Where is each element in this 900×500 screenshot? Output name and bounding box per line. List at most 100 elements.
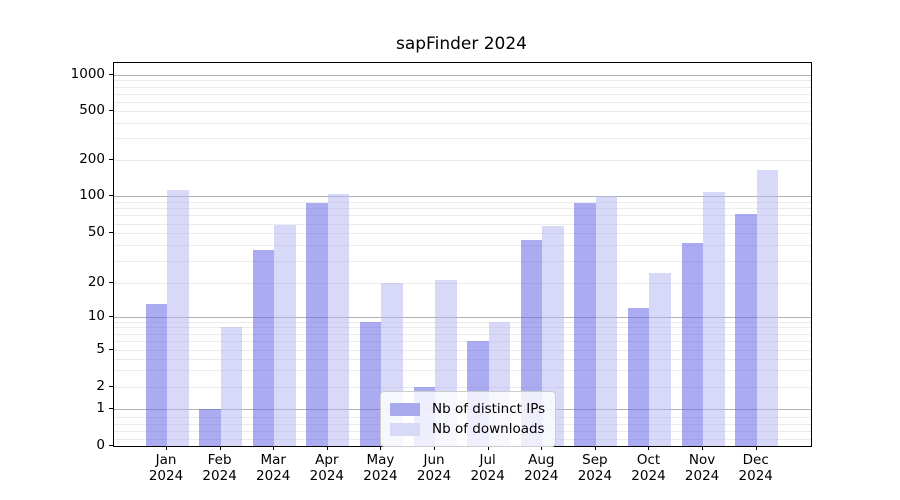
x-tick-mark — [434, 446, 436, 450]
bar-downloads-nov — [703, 191, 725, 446]
y-tick-label: 5 — [96, 341, 105, 357]
y-tick-mark — [109, 445, 114, 446]
x-tick-mark — [755, 446, 757, 450]
y-minor-gridline — [114, 358, 811, 360]
x-tick-mark — [702, 446, 704, 450]
x-tick-label-nov: Nov 2024 — [684, 452, 720, 484]
y-major-gridline — [114, 316, 811, 318]
x-tick-label-feb: Feb 2024 — [202, 452, 237, 484]
x-tick-mark — [219, 446, 221, 450]
x-tick-mark — [380, 446, 382, 450]
y-tick-mark — [109, 232, 114, 234]
x-tick-mark — [594, 446, 596, 450]
y-minor-gridline — [114, 215, 811, 217]
y-major-gridline — [114, 75, 811, 76]
y-tick-mark — [109, 281, 114, 283]
y-minor-gridline — [114, 223, 811, 225]
y-tick-label: 1000 — [70, 66, 105, 82]
x-tick-label-apr: Apr 2024 — [309, 452, 344, 484]
x-tick-label-mar: Mar 2024 — [256, 452, 291, 484]
y-tick-mark — [109, 385, 114, 387]
y-minor-gridline — [114, 160, 811, 161]
y-tick-mark — [109, 349, 114, 350]
legend-item-downloads: Nb of downloads — [390, 419, 545, 439]
y-tick-label: 500 — [79, 102, 105, 118]
bar-downloads-oct — [649, 272, 671, 446]
y-minor-gridline — [114, 260, 811, 262]
bar-distinct-ips-jan — [145, 303, 167, 446]
x-tick-label-sep: Sep 2024 — [577, 452, 613, 484]
y-minor-gridline — [114, 201, 811, 203]
y-minor-gridline — [114, 80, 811, 82]
y-minor-gridline — [114, 122, 811, 124]
y-tick-label: 100 — [79, 187, 105, 204]
x-tick-label-may: May 2024 — [363, 452, 398, 484]
bar-distinct-ips-sep — [574, 203, 596, 446]
legend-label-distinct-ips: Nb of distinct IPs — [432, 401, 546, 417]
y-tick-label: 10 — [87, 307, 105, 324]
y-tick-mark — [109, 110, 114, 111]
bar-downloads-feb — [220, 327, 243, 446]
y-major-gridline — [114, 196, 811, 198]
y-tick-label: 1 — [96, 400, 105, 417]
y-tick-mark — [109, 195, 114, 197]
x-tick-mark — [648, 446, 650, 450]
y-minor-gridline — [114, 350, 811, 351]
bar-distinct-ips-feb — [199, 409, 221, 446]
x-tick-mark — [487, 446, 489, 450]
y-minor-gridline — [114, 93, 811, 95]
x-tick-label-oct: Oct 2024 — [631, 452, 666, 484]
y-minor-gridline — [114, 386, 811, 388]
y-tick-mark — [109, 159, 114, 160]
y-minor-gridline — [114, 327, 811, 329]
y-minor-gridline — [114, 282, 811, 284]
y-minor-gridline — [114, 233, 811, 235]
y-minor-gridline — [114, 86, 811, 88]
bar-distinct-ips-dec — [735, 213, 757, 446]
x-tick-mark — [326, 446, 328, 450]
y-minor-gridline — [114, 208, 811, 210]
y-tick-label: 2 — [96, 377, 105, 394]
legend-swatch-distinct-ips — [390, 402, 420, 416]
plot-area — [113, 62, 812, 447]
x-tick-label-jul: Jul 2024 — [470, 452, 505, 484]
bar-downloads-jan — [167, 190, 189, 446]
legend-swatch-downloads — [390, 422, 420, 436]
bar-downloads-mar — [274, 225, 296, 446]
bar-distinct-ips-oct — [627, 307, 650, 446]
x-tick-label-jun: Jun 2024 — [416, 452, 452, 484]
y-minor-gridline — [114, 111, 811, 112]
bar-downloads-dec — [756, 169, 779, 446]
y-tick-mark — [109, 74, 114, 75]
bar-distinct-ips-nov — [681, 242, 704, 446]
x-tick-label-dec: Dec 2024 — [738, 452, 773, 484]
legend-label-downloads: Nb of downloads — [432, 421, 545, 437]
x-tick-label-jan: Jan 2024 — [148, 452, 184, 484]
y-tick-label: 200 — [79, 151, 105, 167]
y-tick-mark — [109, 408, 114, 410]
bar-distinct-ips-mar — [252, 249, 275, 446]
y-minor-gridline — [114, 341, 811, 343]
y-minor-gridline — [114, 370, 811, 372]
x-tick-label-aug: Aug 2024 — [524, 452, 559, 484]
y-tick-label: 50 — [87, 224, 105, 241]
y-tick-label: 20 — [87, 273, 105, 290]
bar-downloads-apr — [327, 193, 350, 446]
y-minor-gridline — [114, 101, 811, 103]
x-tick-mark — [273, 446, 275, 450]
y-minor-gridline — [114, 333, 811, 335]
legend-item-distinct-ips: Nb of distinct IPs — [390, 399, 545, 419]
y-minor-gridline — [114, 321, 811, 323]
x-tick-mark — [166, 446, 167, 450]
bar-distinct-ips-may — [359, 321, 382, 446]
chart-title: sapFinder 2024 — [395, 34, 527, 54]
y-minor-gridline — [114, 245, 811, 247]
bar-downloads-sep — [595, 195, 618, 446]
y-minor-gridline — [114, 138, 811, 140]
y-tick-label: 0 — [96, 437, 105, 453]
x-tick-mark — [541, 446, 543, 450]
legend: Nb of distinct IPs Nb of downloads — [380, 391, 557, 447]
y-tick-mark — [109, 315, 114, 317]
bar-distinct-ips-apr — [306, 203, 328, 446]
